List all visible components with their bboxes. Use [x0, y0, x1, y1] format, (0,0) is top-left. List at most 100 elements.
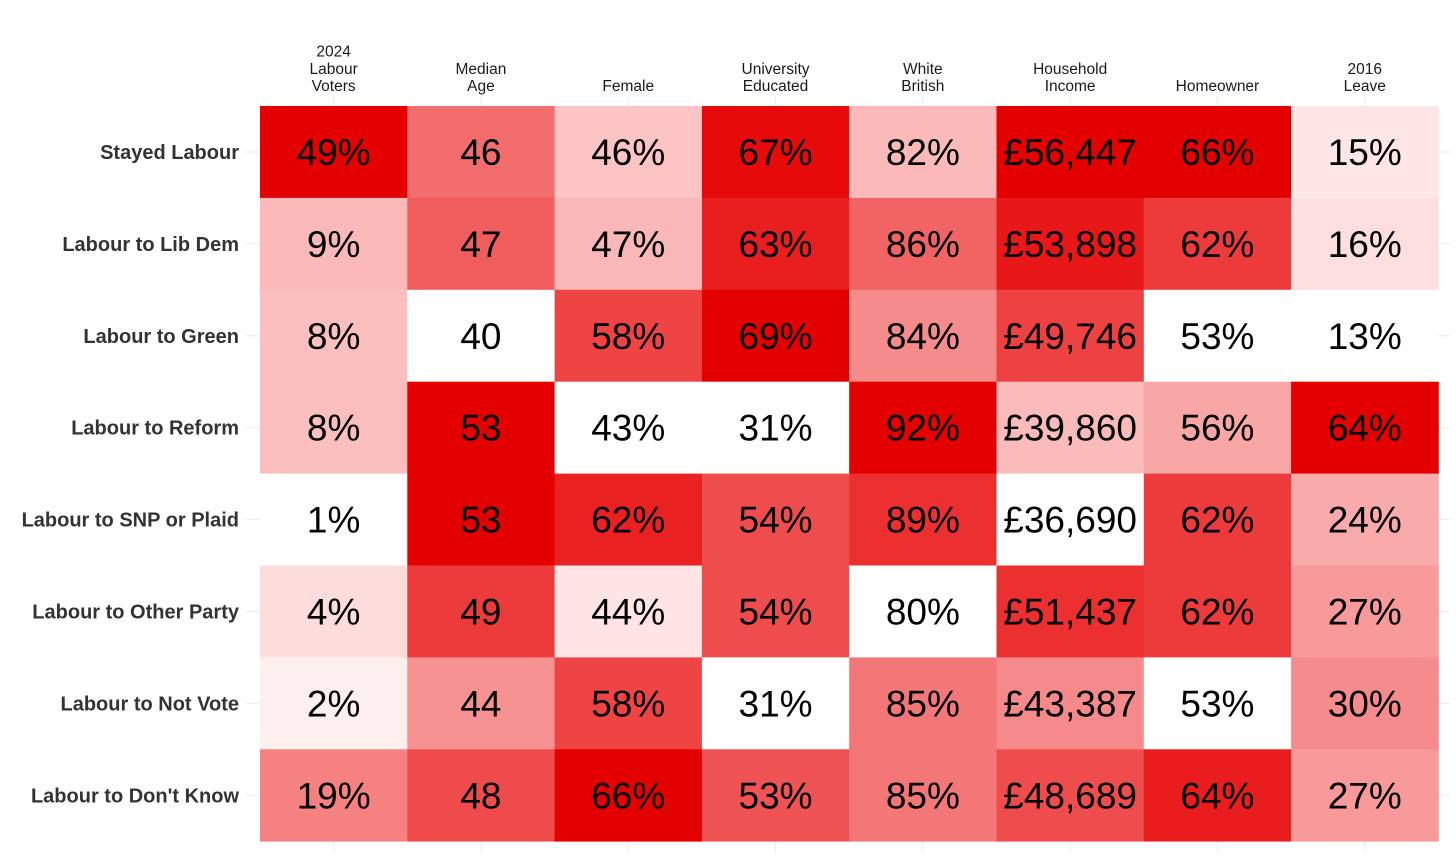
heatmap-cell — [849, 381, 997, 474]
cell-value-label: 66% — [591, 775, 665, 816]
heatmap-cell — [701, 657, 850, 750]
heatmap-cell — [407, 749, 555, 842]
heatmap-cell — [849, 473, 997, 566]
cell-value-label: 53 — [460, 500, 501, 541]
cell-value-label: 30% — [1328, 683, 1402, 724]
heatmap-cell — [1143, 381, 1292, 474]
cell-value-label: £36,690 — [1003, 500, 1137, 541]
cell-value-label: 64% — [1180, 775, 1254, 816]
row-header-label: Labour to Reform — [71, 418, 239, 440]
heatmap-cell — [260, 197, 408, 291]
column-header-label: 2016 — [1348, 61, 1382, 78]
cell-value-label: 67% — [739, 132, 813, 173]
heatmap-cell — [849, 197, 997, 291]
cell-value-label: 62% — [1180, 500, 1254, 541]
heatmap-cell — [554, 657, 703, 750]
heatmap-cell — [554, 289, 703, 383]
heatmap-cell — [701, 381, 850, 474]
heatmap-cell — [996, 473, 1145, 566]
heatmap-cell — [996, 749, 1145, 842]
cell-value-label: 64% — [1328, 408, 1402, 449]
column-header-label: British — [901, 78, 944, 95]
cell-value-label: 53% — [739, 775, 813, 816]
heatmap-cell — [260, 473, 408, 566]
cell-value-label: 84% — [886, 316, 960, 357]
cell-value-label: 53% — [1180, 316, 1254, 357]
cell-value-label: £48,689 — [1003, 775, 1137, 816]
heatmap-cell — [1143, 106, 1292, 199]
heatmap-cell — [554, 106, 703, 199]
heatmap-cell — [996, 197, 1145, 291]
row-header-label: Labour to SNP or Plaid — [22, 510, 239, 532]
column-header-label: Educated — [743, 78, 809, 95]
row-header-label: Labour to Other Party — [32, 601, 240, 623]
heatmap-cell — [407, 657, 555, 750]
cell-value-label: 31% — [739, 408, 813, 449]
row-header-label: Labour to Not Vote — [61, 693, 240, 715]
heatmap-cells — [260, 106, 1439, 842]
cell-value-label: £51,437 — [1003, 591, 1137, 632]
cell-value-label: 44% — [591, 591, 665, 632]
cell-value-label: 58% — [591, 316, 665, 357]
cell-value-label: 4% — [307, 591, 360, 632]
cell-value-label: 44 — [460, 683, 501, 724]
heatmap-cell — [1143, 749, 1292, 842]
heatmap-cell — [1291, 473, 1439, 566]
heatmap-cell — [849, 106, 997, 199]
heatmap-cell — [260, 657, 408, 750]
heatmap-cell — [996, 565, 1145, 658]
heatmap-cell — [849, 565, 997, 658]
heatmap-cell — [407, 106, 555, 199]
cell-value-label: 86% — [886, 224, 960, 265]
cell-value-label: 8% — [307, 408, 360, 449]
cell-value-label: 54% — [739, 591, 813, 632]
heatmap-cell — [1291, 106, 1439, 199]
cell-value-label: 85% — [886, 775, 960, 816]
heatmap-cell — [996, 381, 1145, 474]
column-header-label: Household — [1033, 61, 1107, 78]
cell-value-label: 1% — [307, 500, 360, 541]
heatmap-cell — [701, 289, 850, 383]
row-header-label: Stayed Labour — [100, 142, 239, 164]
heatmap-cell — [849, 289, 997, 383]
cell-value-label: 69% — [739, 316, 813, 357]
column-header-label: Voters — [312, 78, 356, 95]
column-header-label: 2024 — [316, 44, 351, 61]
heatmap-cell — [1291, 565, 1439, 658]
cell-value-label: 53 — [460, 408, 501, 449]
column-header-label: University — [742, 61, 810, 78]
heatmap-cell — [701, 473, 850, 566]
heatmap-cell — [1291, 197, 1439, 291]
cell-value-label: 48 — [460, 775, 501, 816]
cell-value-label: 82% — [886, 132, 960, 173]
column-header-label: Income — [1045, 78, 1096, 95]
heatmap-cell — [260, 381, 408, 474]
heatmap-cell — [996, 657, 1145, 750]
column-header-label: White — [903, 61, 943, 78]
heatmap-cell — [849, 657, 997, 750]
column-header-label: Homeowner — [1176, 78, 1260, 95]
cell-value-label: 15% — [1328, 132, 1402, 173]
heatmap-cell — [554, 749, 703, 842]
cell-value-label: 89% — [886, 500, 960, 541]
column-header-label: Median — [456, 61, 507, 78]
cell-value-label: 54% — [739, 500, 813, 541]
column-header-label: Labour — [310, 61, 358, 78]
cell-value-label: 8% — [307, 316, 360, 357]
cell-value-label: 49% — [297, 132, 371, 173]
heatmap-cell — [1291, 289, 1439, 383]
heatmap-cell — [1143, 657, 1292, 750]
heatmap-cell — [1291, 657, 1439, 750]
cell-value-label: 46 — [460, 132, 501, 173]
heatmap-cell — [554, 197, 703, 291]
column-header-label: Female — [602, 78, 654, 95]
column-header-label: Age — [467, 78, 495, 95]
cell-value-label: 19% — [297, 775, 371, 816]
heatmap-cell — [407, 473, 555, 566]
cell-value-label: 13% — [1328, 316, 1402, 357]
heatmap-cell — [1291, 749, 1439, 842]
cell-value-label: 62% — [591, 500, 665, 541]
cell-value-label: £53,898 — [1003, 224, 1137, 265]
heatmap-cell — [701, 749, 850, 842]
